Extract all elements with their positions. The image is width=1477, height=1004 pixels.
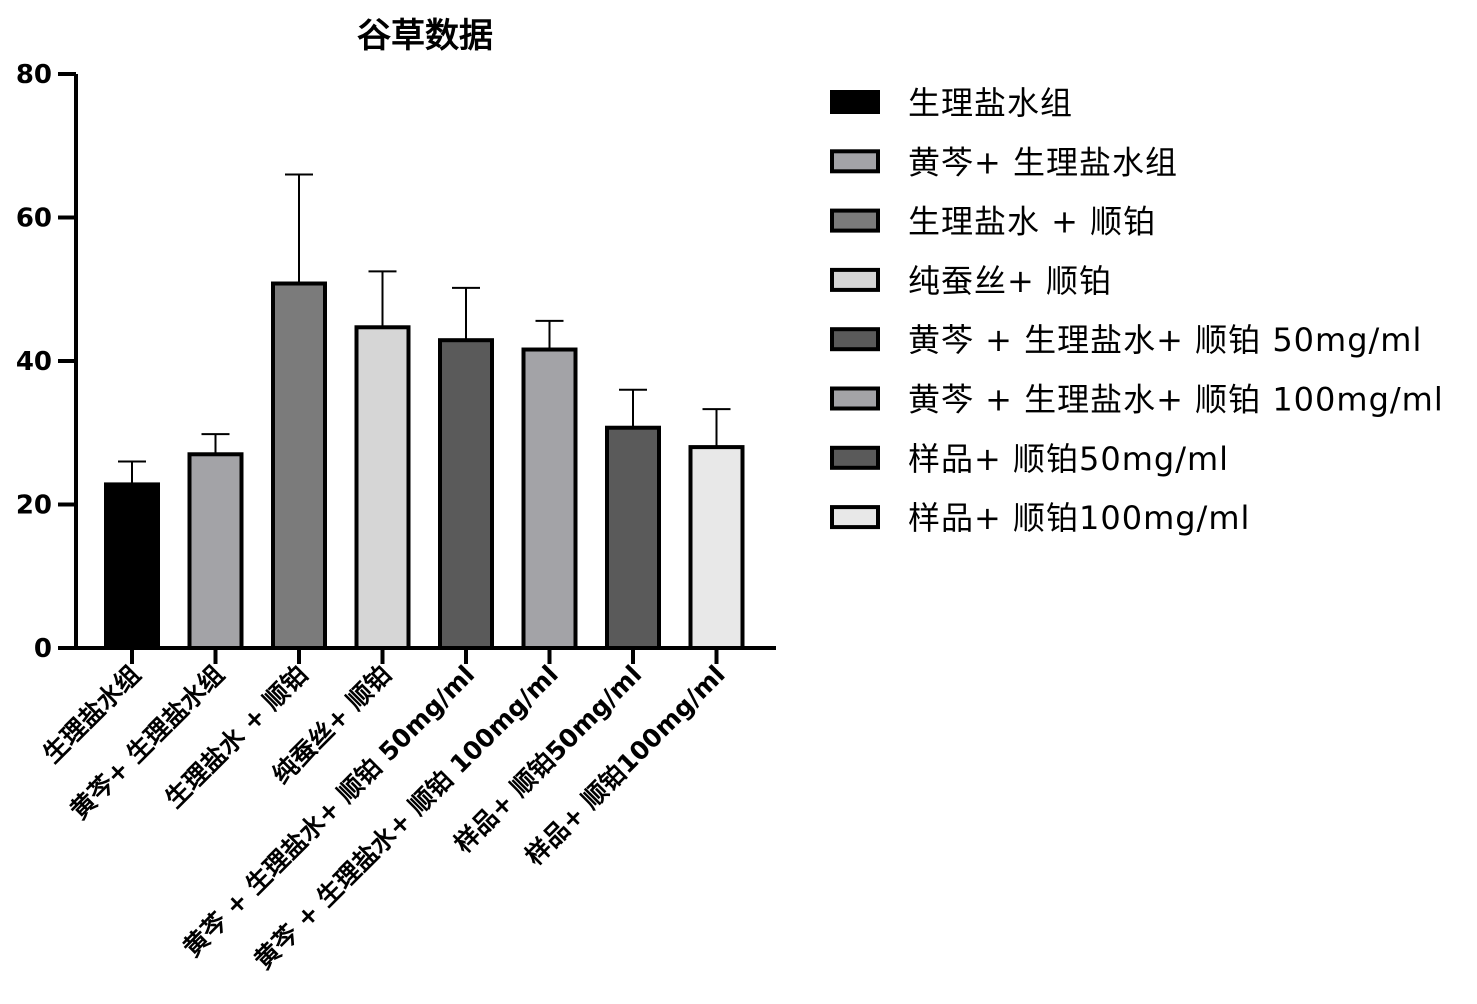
legend-label: 生理盐水组	[908, 84, 1073, 122]
x-tick-label: 生理盐水 + 顺铂	[160, 660, 314, 814]
y-tick-label: 20	[16, 491, 52, 521]
bar	[357, 327, 409, 648]
bar	[106, 484, 158, 648]
x-tick-label: 黄芩+ 生理盐水组	[65, 660, 230, 825]
legend-label: 样品+ 顺铂50mg/ml	[908, 440, 1229, 478]
y-tick-label: 0	[34, 634, 52, 664]
x-tick-label: 黄芩 + 生理盐水+ 顺铂 50mg/ml	[177, 660, 480, 963]
bars	[106, 174, 743, 648]
bar	[524, 350, 576, 648]
y-tick-label: 60	[16, 204, 52, 234]
legend: 生理盐水组黄芩+ 生理盐水组生理盐水 + 顺铂纯蚕丝+ 顺铂黄芩 + 生理盐水+…	[832, 84, 1444, 537]
legend-label: 生理盐水 + 顺铂	[908, 203, 1156, 241]
legend-label: 黄芩 + 生理盐水+ 顺铂 50mg/ml	[908, 321, 1422, 359]
bar	[190, 454, 242, 648]
y-axis: 0 20 40 60 80	[16, 60, 76, 664]
bar	[273, 284, 325, 648]
legend-swatch	[832, 211, 878, 231]
chart-title: 谷草数据	[357, 16, 493, 56]
legend-label: 黄芩+ 生理盐水组	[908, 143, 1178, 181]
bar	[607, 428, 659, 648]
legend-swatch	[832, 329, 878, 349]
legend-label: 纯蚕丝+ 顺铂	[908, 262, 1112, 300]
legend-label: 样品+ 顺铂100mg/ml	[908, 499, 1250, 537]
legend-swatch	[832, 92, 878, 112]
legend-swatch	[832, 270, 878, 290]
bar	[440, 340, 492, 648]
legend-label: 黄芩 + 生理盐水+ 顺铂 100mg/ml	[908, 381, 1444, 419]
legend-swatch	[832, 507, 878, 527]
bar	[691, 447, 743, 648]
y-tick-label: 40	[16, 347, 52, 377]
legend-swatch	[832, 448, 878, 468]
legend-swatch	[832, 389, 878, 409]
legend-swatch	[832, 151, 878, 171]
x-tick-label: 黄芩 + 生理盐水+ 顺铂 100mg/ml	[249, 660, 564, 975]
x-axis: 生理盐水组黄芩+ 生理盐水组生理盐水 + 顺铂纯蚕丝+ 顺铂黄芩 + 生理盐水+…	[37, 648, 776, 975]
y-tick-label: 80	[16, 60, 52, 90]
